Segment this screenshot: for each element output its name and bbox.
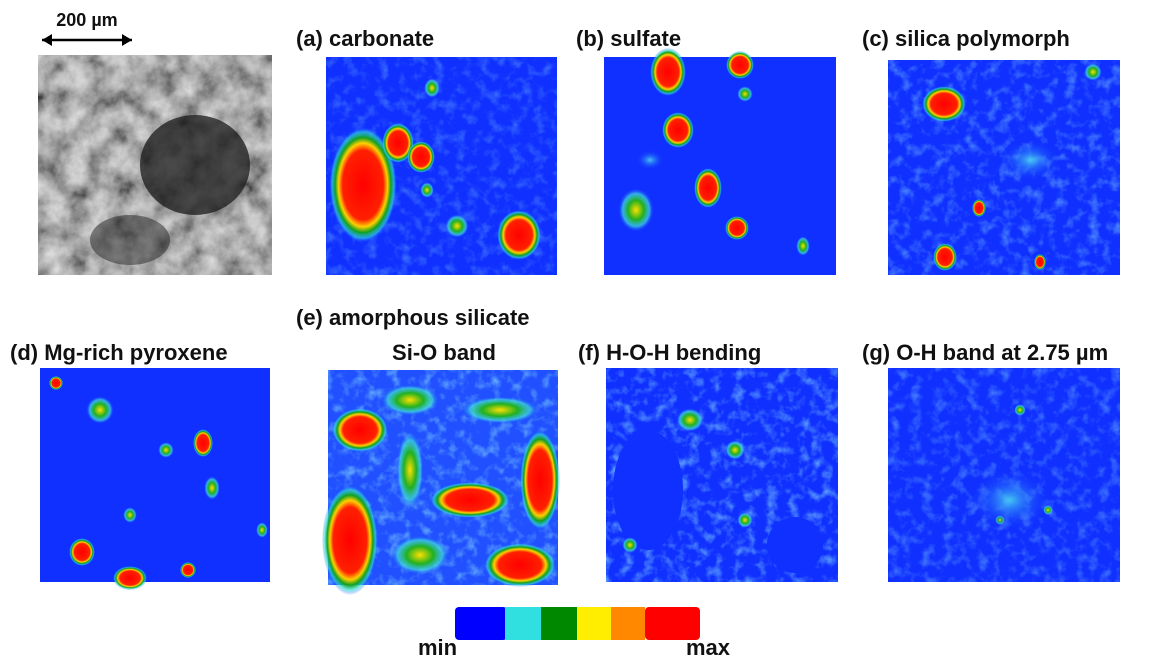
colorbar-max-label: max — [686, 635, 731, 659]
map-panel: (b) sulfate — [576, 26, 836, 275]
scale-label: 200 µm — [56, 10, 117, 30]
panel-title: (f) H-O-H bending — [578, 340, 761, 365]
panel-title: (a) carbonate — [296, 26, 434, 51]
map-panel: (g) O-H band at 2.75 µm — [862, 340, 1120, 582]
map-panel: (c) silica polymorph — [862, 26, 1120, 275]
colorbar: min max — [418, 607, 731, 659]
map-panel: (f) H-O-H bending — [578, 340, 838, 582]
colorbar-min-label: min — [418, 635, 457, 659]
map-panel: (a) carbonate — [296, 26, 557, 275]
panel-title: (b) sulfate — [576, 26, 681, 51]
scale-bar: 200 µm — [42, 10, 132, 46]
panel-title: (g) O-H band at 2.75 µm — [862, 340, 1108, 365]
optical-image — [38, 55, 272, 275]
panel-title: (d) Mg-rich pyroxene — [10, 340, 228, 365]
panel-title: Si-O band — [392, 340, 496, 365]
map-panel: (d) Mg-rich pyroxene — [10, 340, 270, 590]
panel-title: (e) amorphous silicate — [296, 305, 530, 330]
panel-title: (c) silica polymorph — [862, 26, 1070, 51]
map-panel: (e) amorphous silicate Si-O band — [296, 305, 560, 595]
